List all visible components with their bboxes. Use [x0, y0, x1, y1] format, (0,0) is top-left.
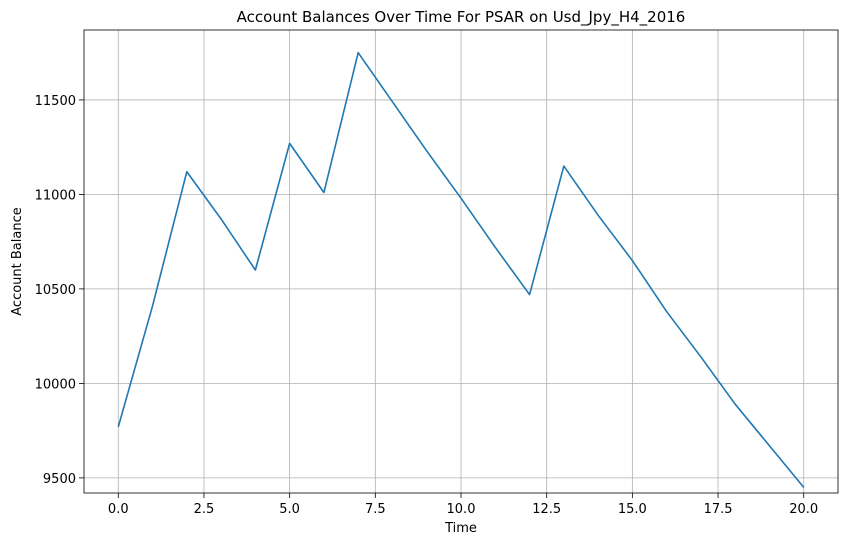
- x-tick-label: 10.0: [447, 502, 476, 517]
- y-tick-label: 10000: [35, 377, 76, 392]
- y-tick-label: 11500: [35, 94, 76, 109]
- x-tick-label: 5.0: [279, 502, 300, 517]
- x-tick-label: 2.5: [194, 502, 215, 517]
- x-tick-label: 17.5: [704, 502, 733, 517]
- chart-title: Account Balances Over Time For PSAR on U…: [237, 8, 686, 27]
- x-tick-label: 0.0: [108, 502, 129, 517]
- x-tick-label: 15.0: [618, 502, 647, 517]
- grid-layer: [84, 30, 838, 493]
- x-tick-label: 7.5: [365, 502, 386, 517]
- y-tick-label: 10500: [35, 283, 76, 298]
- y-tick-label: 9500: [43, 472, 76, 487]
- y-axis-label: Account Balance: [10, 207, 25, 315]
- series-line: [117, 51, 805, 488]
- x-tick-label: 12.5: [532, 502, 561, 517]
- x-axis-label: Time: [444, 521, 477, 536]
- x-tick-label: 20.0: [789, 502, 818, 517]
- y-tick-label: 11000: [35, 188, 76, 203]
- line-layer: [117, 51, 805, 488]
- tick-layer: 0.0 2.5 5.0 7.5 10.0 12.5 15.0 17.5 20.0 9500 1000…: [35, 94, 819, 517]
